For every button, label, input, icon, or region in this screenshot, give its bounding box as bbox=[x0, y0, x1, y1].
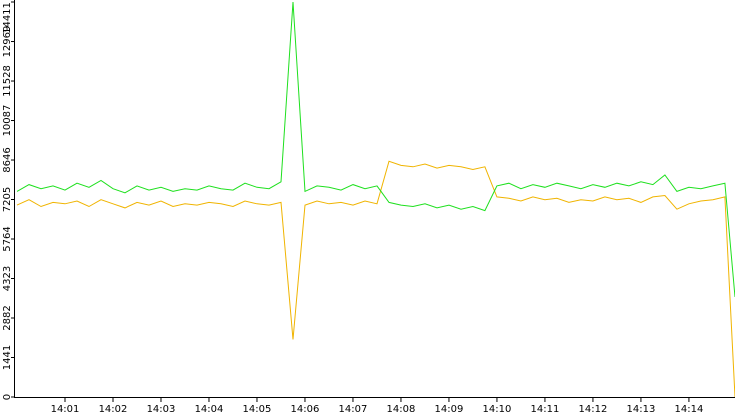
y-tick-label: 10087 bbox=[2, 105, 13, 137]
y-tick-label: 7205 bbox=[2, 187, 13, 212]
x-tick-label: 14:05 bbox=[243, 404, 272, 415]
x-tick-label: 14:13 bbox=[627, 404, 656, 415]
y-tick-label: 4323 bbox=[2, 266, 13, 291]
x-tick-label: 14:04 bbox=[195, 404, 224, 415]
y-tick-label: 8646 bbox=[2, 147, 13, 172]
x-tick-label: 14:09 bbox=[435, 404, 464, 415]
x-tick-label: 14:14 bbox=[675, 404, 704, 415]
x-tick-label: 14:12 bbox=[579, 404, 608, 415]
x-tick-label: 14:10 bbox=[483, 404, 512, 415]
series-line bbox=[16, 1, 735, 298]
y-tick-label: 14411 bbox=[2, 2, 13, 34]
series-line bbox=[16, 160, 735, 398]
x-tick-label: 14:01 bbox=[51, 404, 80, 415]
y-tick-label: 5764 bbox=[2, 226, 13, 251]
x-tick-label: 14:08 bbox=[387, 404, 416, 415]
y-tick-label: 2882 bbox=[2, 305, 13, 330]
x-tick-label: 14:06 bbox=[291, 404, 320, 415]
x-tick-label: 14:03 bbox=[147, 404, 176, 415]
y-tick-label: 11528 bbox=[2, 65, 13, 97]
y-tick-label: 1441 bbox=[2, 345, 13, 370]
x-tick-label: 14:11 bbox=[531, 404, 560, 415]
y-tick-label: 12969 bbox=[2, 26, 13, 58]
x-tick-label: 14:07 bbox=[339, 404, 368, 415]
x-tick-label: 14:02 bbox=[99, 404, 128, 415]
y-tick-label: 0 bbox=[2, 394, 13, 400]
